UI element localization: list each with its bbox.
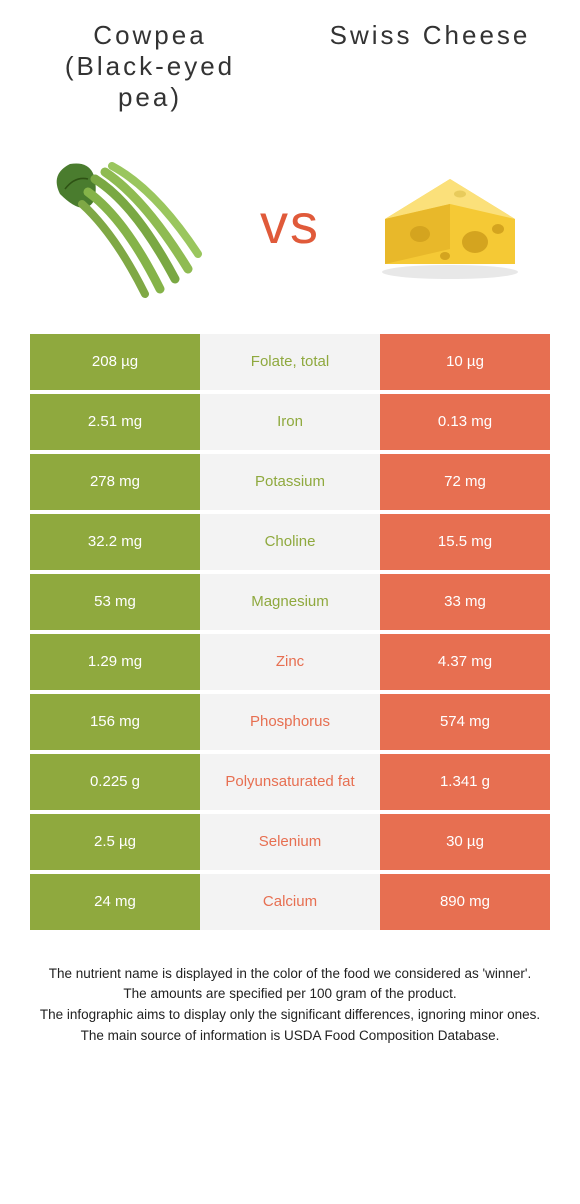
nutrient-name: Selenium <box>200 814 380 870</box>
food2-title: Swiss Cheese <box>320 20 540 51</box>
value-left: 278 mg <box>30 454 200 510</box>
value-left: 156 mg <box>30 694 200 750</box>
footer-line: The infographic aims to display only the… <box>30 1005 550 1026</box>
value-right: 890 mg <box>380 874 550 930</box>
value-right: 574 mg <box>380 694 550 750</box>
nutrient-name: Magnesium <box>200 574 380 630</box>
value-right: 4.37 mg <box>380 634 550 690</box>
nutrient-name: Phosphorus <box>200 694 380 750</box>
comparison-table: 208 µgFolate, total10 µg2.51 mgIron0.13 … <box>30 334 550 930</box>
header: Cowpea (Black-eyed pea) Swiss Cheese <box>0 0 580 124</box>
food2-image <box>360 134 540 314</box>
value-right: 15.5 mg <box>380 514 550 570</box>
value-right: 10 µg <box>380 334 550 390</box>
value-left: 24 mg <box>30 874 200 930</box>
table-row: 24 mgCalcium890 mg <box>30 874 550 930</box>
value-right: 1.341 g <box>380 754 550 810</box>
nutrient-name: Potassium <box>200 454 380 510</box>
food1-image <box>40 134 220 314</box>
value-right: 72 mg <box>380 454 550 510</box>
nutrient-name: Zinc <box>200 634 380 690</box>
table-row: 208 µgFolate, total10 µg <box>30 334 550 390</box>
table-row: 156 mgPhosphorus574 mg <box>30 694 550 750</box>
value-left: 1.29 mg <box>30 634 200 690</box>
images-row: vs <box>0 124 580 334</box>
value-left: 2.51 mg <box>30 394 200 450</box>
value-left: 53 mg <box>30 574 200 630</box>
value-left: 208 µg <box>30 334 200 390</box>
nutrient-name: Polyunsaturated fat <box>200 754 380 810</box>
value-right: 33 mg <box>380 574 550 630</box>
value-right: 30 µg <box>380 814 550 870</box>
table-row: 2.51 mgIron0.13 mg <box>30 394 550 450</box>
value-left: 0.225 g <box>30 754 200 810</box>
table-row: 2.5 µgSelenium30 µg <box>30 814 550 870</box>
table-row: 1.29 mgZinc4.37 mg <box>30 634 550 690</box>
vs-label: vs <box>260 191 320 256</box>
nutrient-name: Calcium <box>200 874 380 930</box>
nutrient-name: Folate, total <box>200 334 380 390</box>
footer-notes: The nutrient name is displayed in the co… <box>0 934 580 1048</box>
food1-title: Cowpea (Black-eyed pea) <box>40 20 260 114</box>
footer-line: The nutrient name is displayed in the co… <box>30 964 550 985</box>
value-right: 0.13 mg <box>380 394 550 450</box>
footer-line: The main source of information is USDA F… <box>30 1026 550 1047</box>
table-row: 53 mgMagnesium33 mg <box>30 574 550 630</box>
table-row: 32.2 mgCholine15.5 mg <box>30 514 550 570</box>
table-row: 278 mgPotassium72 mg <box>30 454 550 510</box>
value-left: 2.5 µg <box>30 814 200 870</box>
nutrient-name: Choline <box>200 514 380 570</box>
nutrient-name: Iron <box>200 394 380 450</box>
footer-line: The amounts are specified per 100 gram o… <box>30 984 550 1005</box>
table-row: 0.225 gPolyunsaturated fat1.341 g <box>30 754 550 810</box>
value-left: 32.2 mg <box>30 514 200 570</box>
